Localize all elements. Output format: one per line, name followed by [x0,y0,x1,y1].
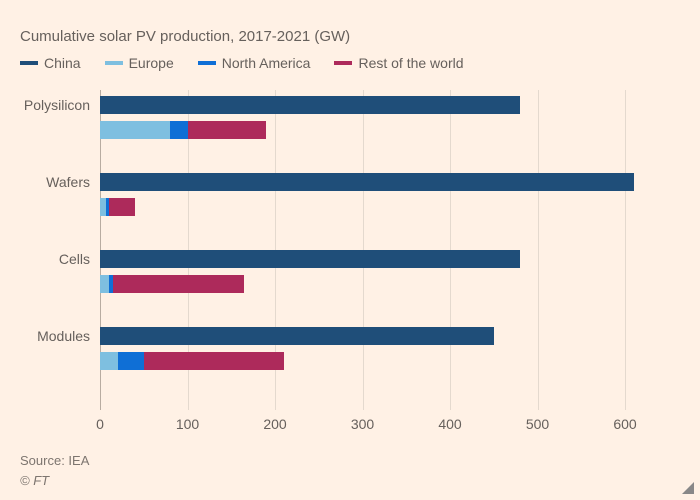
bar-segment [170,121,188,139]
bar-segment [100,275,109,293]
legend-swatch-rest [334,61,352,65]
x-tick-label: 0 [96,416,104,432]
chart-subtitle: Cumulative solar PV production, 2017-202… [20,28,350,45]
legend-swatch-north-america [198,61,216,65]
bar-segment [100,121,170,139]
category-label: Cells [59,251,90,267]
legend-swatch-china [20,61,38,65]
x-tick-label: 600 [613,416,636,432]
source-line: Source: IEA [20,453,89,468]
bar-segment [118,352,144,370]
legend-item-china: China [20,55,81,71]
legend-item-europe: Europe [105,55,174,71]
bar-segment [144,352,284,370]
legend-label: North America [222,55,311,71]
category-label: Wafers [46,174,90,190]
legend-swatch-europe [105,61,123,65]
bar-china [100,327,494,345]
legend-label: China [44,55,81,71]
legend-item-north-america: North America [198,55,311,71]
legend-item-rest: Rest of the world [334,55,463,71]
bar-china [100,173,634,191]
x-tick-label: 400 [438,416,461,432]
copyright-line: © FT [20,473,49,488]
bar-segment [100,352,118,370]
category-label: Polysilicon [24,97,90,113]
x-tick-label: 300 [351,416,374,432]
category-label: Modules [37,328,90,344]
bar-segment [188,121,267,139]
x-tick-label: 100 [176,416,199,432]
legend: China Europe North America Rest of the w… [20,55,464,71]
plot-area: 0100200300400500600PolysiliconWafersCell… [100,90,660,410]
bar-segment [109,198,135,216]
bar-segment [113,275,244,293]
chart-frame: Cumulative solar PV production, 2017-202… [0,0,700,500]
bar-china [100,250,520,268]
x-gridline [625,90,626,410]
x-tick-label: 500 [526,416,549,432]
bar-china [100,96,520,114]
legend-label: Rest of the world [358,55,463,71]
flourish-badge-icon [682,482,694,494]
x-gridline [538,90,539,410]
x-tick-label: 200 [263,416,286,432]
legend-label: Europe [129,55,174,71]
